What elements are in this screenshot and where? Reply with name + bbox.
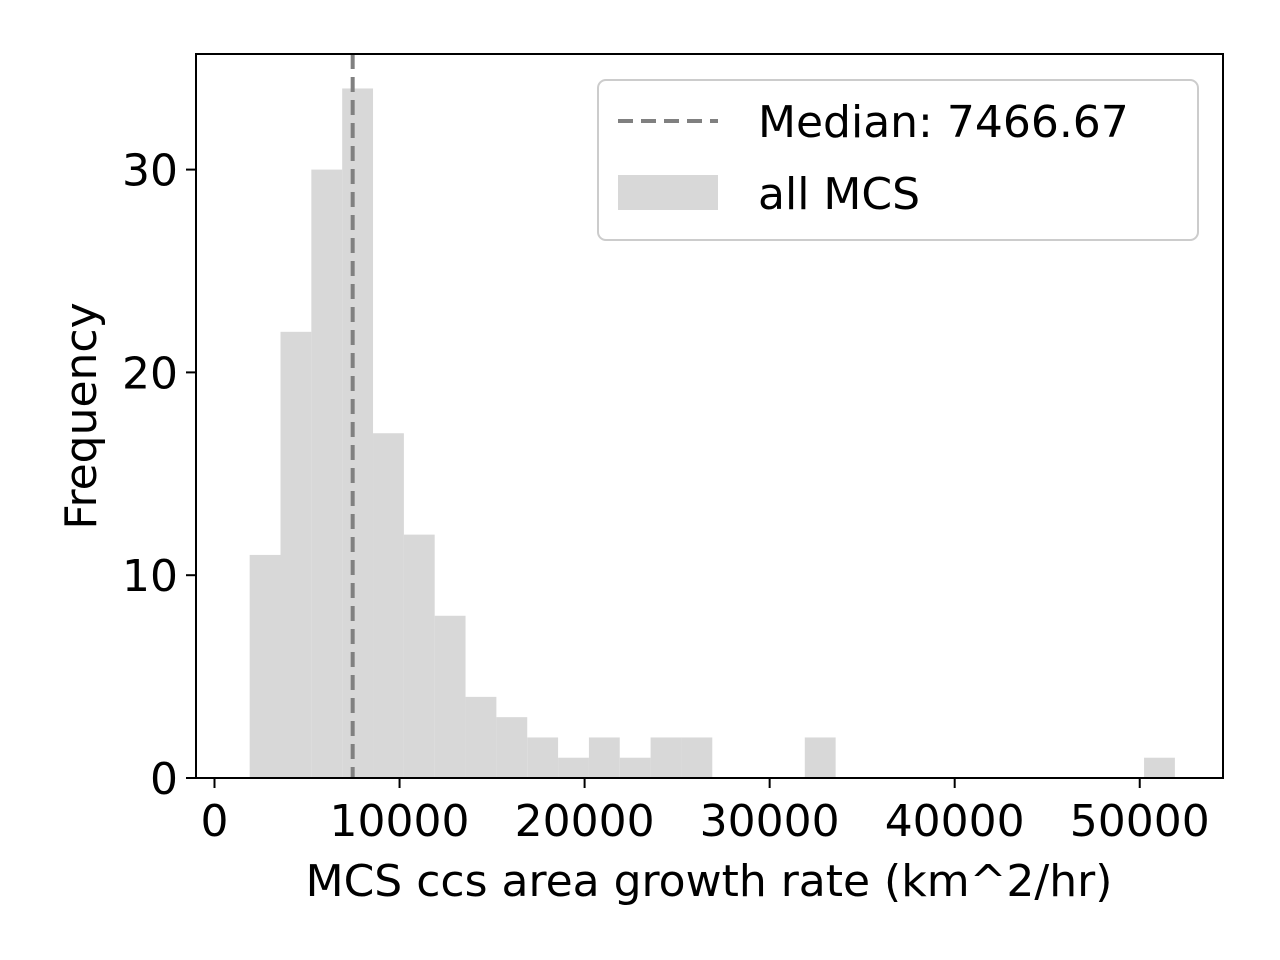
histogram-bar: [403, 534, 435, 778]
histogram-bar: [588, 737, 620, 778]
histogram-bar: [311, 169, 343, 779]
histogram-bar: [527, 737, 559, 778]
y-axis-ticks: 0 10 20 30: [122, 146, 196, 805]
plot-frame: [195, 53, 1224, 779]
histogram-bar: [558, 757, 589, 778]
y-tick-label: 10: [122, 551, 178, 602]
y-tick-label: 30: [122, 146, 178, 197]
histogram-bar: [619, 757, 651, 778]
legend-all-mcs-label: all MCS: [758, 169, 920, 220]
histogram-bar: [496, 717, 528, 778]
histogram-bar: [434, 615, 466, 778]
x-axis-label: MCS ccs area growth rate (km^2/hr): [306, 856, 1113, 907]
histogram-bar: [465, 696, 497, 778]
legend: Median: 7466.67 all MCS: [597, 79, 1199, 241]
histogram-bar: [342, 88, 374, 778]
legend-box: [597, 79, 1199, 241]
histogram-bar: [1144, 757, 1175, 778]
histogram-bar: [804, 737, 836, 778]
y-tick-label: 20: [122, 348, 178, 399]
histogram-bar: [280, 331, 312, 778]
x-axis-ticks: 0 10000 20000 30000 40000 50000: [201, 778, 1210, 847]
x-tick-label: 10000: [330, 796, 470, 847]
x-tick-label: 50000: [1070, 796, 1210, 847]
x-tick-label: 40000: [885, 796, 1025, 847]
legend-median-label: Median: 7466.67: [758, 97, 1129, 148]
histogram-bar: [681, 737, 713, 778]
histogram-bar: [249, 554, 281, 778]
legend-all-mcs-swatch: [618, 175, 718, 210]
histogram-bar: [650, 737, 682, 778]
x-tick-label: 0: [201, 796, 229, 847]
bars-layer: [249, 88, 1175, 779]
y-axis-label: Frequency: [56, 302, 107, 529]
y-tick-label: 0: [150, 754, 178, 805]
histogram-bar: [373, 433, 404, 778]
x-tick-label: 20000: [515, 796, 655, 847]
x-tick-label: 30000: [700, 796, 840, 847]
